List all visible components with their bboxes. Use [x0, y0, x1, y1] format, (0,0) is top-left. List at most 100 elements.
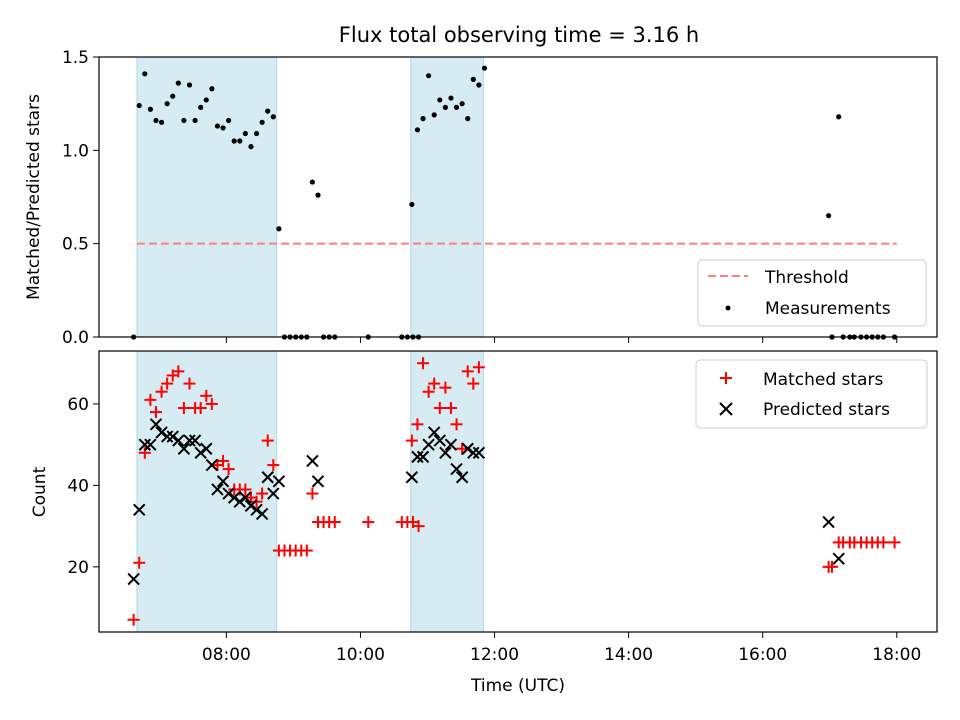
y-tick-label: 40	[67, 476, 89, 496]
predicted-star-marker	[227, 491, 241, 504]
shaded-interval	[410, 350, 484, 633]
measurement-point	[409, 201, 415, 208]
predicted-star-marker	[188, 434, 202, 447]
predicted-star-marker	[194, 446, 207, 460]
matched-star-marker	[825, 560, 838, 573]
matched-star-marker	[417, 357, 430, 370]
matched-star-marker	[155, 385, 168, 398]
measurement-point	[186, 82, 193, 88]
predicted-star-marker	[211, 483, 224, 496]
measurement-point	[153, 117, 159, 124]
matched-star-marker	[472, 361, 485, 374]
y-tick-label: 0.5	[62, 235, 89, 255]
shaded-intervals	[136, 56, 484, 338]
measurement-point	[164, 101, 170, 107]
measurement-point	[442, 104, 448, 110]
predicted-star-marker	[177, 442, 191, 455]
measurement-point	[142, 71, 148, 77]
chart-title: Flux total observing time = 3.16 h	[339, 23, 699, 47]
measurement-point	[170, 93, 176, 99]
matched-star-marker	[433, 402, 446, 415]
predicted-star-marker	[244, 499, 258, 512]
predicted-star-marker	[832, 552, 845, 565]
counts-y-axis-label: Count	[30, 466, 50, 517]
matched-star-marker	[328, 516, 341, 529]
measurement-point	[481, 65, 488, 71]
predicted-star-marker	[155, 426, 168, 439]
measurement-point	[459, 101, 465, 107]
predicted-star-marker	[444, 438, 458, 451]
matched-star-marker	[194, 402, 207, 415]
measurement-point	[175, 80, 181, 86]
predicted-star-marker	[306, 454, 319, 468]
predicted-star-marker	[166, 430, 179, 443]
measurement-point	[214, 123, 221, 129]
predicted-star-marker	[267, 487, 280, 500]
measurement-point	[315, 192, 321, 198]
predicted-star-marker	[472, 446, 486, 460]
matched-star-marker	[439, 381, 452, 394]
predicted-star-marker	[183, 434, 196, 447]
measurement-point	[198, 104, 204, 110]
ratio-x-ticks	[225, 337, 898, 343]
counts-y-ticks: 20 40 60	[67, 395, 99, 578]
measurement-point	[431, 112, 437, 118]
matched-star-marker	[412, 520, 425, 533]
predicted-star-marker	[427, 426, 441, 439]
matched-star-marker	[450, 418, 463, 431]
predicted-stars-points	[127, 418, 845, 586]
matched-star-marker	[172, 365, 185, 378]
measurement-point	[220, 125, 226, 131]
predicted-star-marker	[172, 434, 185, 447]
matched-star-marker	[217, 454, 230, 467]
measurement-point	[226, 117, 232, 124]
measurement-point	[181, 117, 187, 124]
ratio-panel: 0.0 0.5 1.0 1.5 Matched/Predicted stars Thr…	[24, 48, 938, 348]
x-tick-label: 10:00	[336, 645, 385, 665]
y-tick-label: 0.0	[62, 328, 89, 348]
predicted-star-marker	[439, 446, 452, 460]
shaded-interval	[136, 56, 278, 338]
predicted-star-marker	[216, 475, 230, 488]
matched-star-marker	[200, 389, 213, 402]
predicted-star-marker	[311, 475, 325, 488]
predicted-star-marker	[422, 438, 435, 451]
y-tick-label: 60	[67, 395, 89, 415]
measurement-point	[470, 76, 476, 82]
matched-star-marker	[250, 495, 263, 508]
measurement-point	[420, 116, 426, 122]
legend-matched-swatch	[720, 372, 732, 384]
measurement-point	[253, 130, 260, 137]
matched-star-marker	[183, 377, 196, 390]
predicted-star-marker	[200, 442, 213, 455]
predicted-star-marker	[433, 434, 446, 447]
measurement-point	[465, 116, 471, 122]
predicted-star-marker	[222, 487, 235, 500]
measurement-point	[203, 97, 209, 103]
measurement-point	[276, 226, 282, 232]
matched-star-marker	[428, 377, 441, 390]
matched-star-marker	[461, 365, 474, 378]
x-tick-label: 08:00	[202, 645, 251, 665]
y-tick-label: 1.0	[62, 141, 89, 161]
predicted-star-marker	[138, 438, 152, 451]
matched-star-marker	[127, 613, 140, 626]
predicted-star-marker	[149, 418, 163, 431]
matched-star-marker	[261, 434, 274, 447]
measurement-point	[309, 179, 316, 185]
matched-star-marker	[422, 385, 435, 398]
ratio-legend: Threshold Measurements	[697, 259, 927, 327]
measurement-point	[426, 73, 432, 79]
ratio-legend-box	[697, 259, 927, 327]
x-tick-label: 16:00	[738, 645, 787, 665]
predicted-star-marker	[255, 507, 269, 521]
predicted-star-marker	[272, 475, 286, 488]
measurement-point	[209, 86, 215, 92]
measurement-point	[147, 106, 153, 112]
matched-star-marker	[888, 536, 901, 549]
matched-star-marker	[144, 393, 157, 406]
counts-legend-box	[695, 359, 928, 429]
measurement-point	[437, 97, 443, 103]
x-tick-label: 14:00	[604, 645, 653, 665]
